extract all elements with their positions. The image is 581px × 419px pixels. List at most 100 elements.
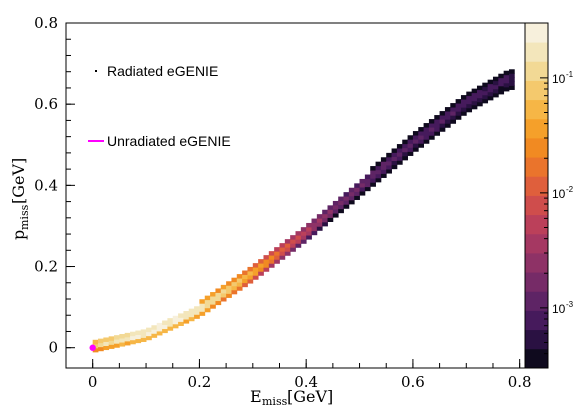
x-tick-label: 0.4	[294, 373, 318, 391]
heatmap-bin	[450, 107, 457, 112]
legend-radiated-label: Radiated eGENIE	[107, 63, 218, 79]
heatmap-bin	[476, 93, 483, 99]
heatmap-bin	[354, 191, 360, 196]
heatmap-bin	[343, 196, 350, 201]
colorbar-segment	[525, 233, 548, 254]
heatmap-bin	[492, 84, 499, 90]
heatmap-bin	[487, 87, 494, 93]
colorbar-segment	[525, 348, 548, 369]
heatmap-bin	[434, 131, 441, 136]
heatmap-bin	[295, 239, 302, 244]
heatmap-bin	[370, 170, 376, 175]
heatmap-bin	[348, 191, 355, 197]
heatmap-bin	[236, 286, 243, 291]
colorbar-segment	[525, 118, 548, 139]
heatmap-bin	[231, 277, 238, 283]
heatmap-bin	[460, 111, 467, 116]
heatmap-bin	[338, 196, 344, 202]
heatmap-bin	[183, 315, 190, 320]
x-axis-title-sub: miss	[262, 395, 288, 408]
heatmap-bin	[215, 296, 222, 302]
heatmap-bin	[279, 255, 286, 260]
heatmap-bin	[178, 313, 184, 318]
heatmap-bin	[188, 308, 195, 314]
heatmap-bin	[98, 346, 104, 352]
heatmap-bin	[226, 293, 232, 298]
heatmap-bin	[247, 279, 254, 284]
heatmap-bin	[482, 90, 489, 96]
y-tick-label: 0.4	[34, 176, 58, 194]
heatmap-bin	[124, 340, 131, 346]
heatmap-bin	[284, 239, 291, 244]
heatmap-bin	[172, 323, 179, 329]
heatmap-bin	[306, 222, 312, 228]
heatmap-bin	[386, 152, 392, 158]
heatmap-bin	[194, 306, 200, 311]
heatmap-bin	[423, 131, 430, 136]
heatmap-bin	[482, 86, 489, 92]
colorbar-segment	[525, 80, 548, 101]
heatmap-bin	[439, 111, 446, 116]
heatmap-bin	[210, 296, 216, 301]
heatmap-bin	[226, 285, 232, 290]
heatmap-bin	[332, 205, 339, 210]
heatmap-bin	[236, 274, 243, 279]
colorbar-frame	[524, 22, 549, 369]
colorbar-segment	[525, 195, 548, 216]
heatmap-bin	[466, 107, 473, 113]
heatmap-bin	[434, 119, 441, 124]
heatmap-bin	[492, 80, 499, 86]
heatmap-bin	[199, 303, 206, 308]
heatmap-bin	[114, 339, 120, 344]
heatmap-bin	[466, 91, 473, 97]
heatmap-bin	[450, 111, 457, 116]
colorbar-segment	[525, 138, 548, 158]
heatmap-bin	[162, 328, 168, 334]
heatmap-bin	[508, 81, 515, 86]
heatmap-bin	[428, 127, 435, 132]
y-tick-label: 0.2	[34, 258, 58, 276]
heatmap-bin	[396, 160, 403, 165]
heatmap-bin	[492, 76, 499, 82]
heatmap-bin	[354, 187, 360, 192]
heatmap-bin	[92, 339, 99, 345]
heatmap-bin	[306, 231, 312, 236]
heatmap-bin	[135, 334, 142, 340]
y-tick-label: 0.8	[34, 14, 58, 32]
colorbar-tick-label: 10	[552, 72, 566, 86]
heatmap-bin	[167, 318, 174, 323]
heatmap-bin	[364, 178, 371, 184]
heatmap-bin	[460, 103, 467, 108]
heatmap-bin	[268, 259, 275, 264]
heatmap-bin	[466, 103, 473, 109]
heatmap-bin	[434, 127, 441, 132]
heatmap-bin	[386, 160, 392, 166]
heatmap-bin	[338, 200, 344, 206]
heatmap-bin	[460, 107, 467, 112]
heatmap-bin	[252, 267, 259, 272]
heatmap-bin	[220, 288, 227, 294]
unradiated-point	[89, 344, 96, 351]
heatmap-bin	[268, 251, 275, 256]
heatmap-bin	[428, 123, 435, 128]
heatmap-bin	[220, 297, 227, 302]
heatmap-bin	[418, 135, 424, 140]
heatmap-bin	[199, 299, 206, 304]
heatmap-bin	[455, 111, 462, 116]
heatmap-bin	[407, 139, 414, 144]
heatmap-bin	[300, 231, 307, 236]
heatmap-bin	[343, 192, 350, 197]
heatmap-bin	[316, 226, 323, 231]
heatmap-bin	[119, 334, 126, 339]
heatmap-bin	[204, 295, 211, 301]
heatmap-bin	[407, 151, 414, 156]
heatmap-bin	[418, 139, 424, 144]
heatmap-bin	[402, 151, 408, 157]
colorbar-segment	[525, 329, 548, 350]
heatmap-bin	[247, 266, 254, 272]
heatmap-bin	[274, 259, 280, 264]
heatmap-bin	[391, 160, 398, 166]
heatmap-bin	[370, 178, 376, 183]
heatmap-bin	[290, 247, 296, 252]
